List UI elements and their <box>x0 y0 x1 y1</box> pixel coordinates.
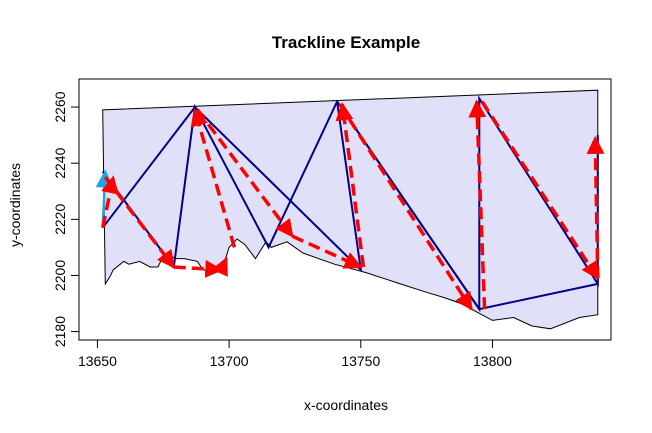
y-tick-label-2260: 2260 <box>52 91 68 122</box>
chart-title: Trackline Example <box>272 33 420 52</box>
x-tick-label-13700: 13700 <box>210 353 249 369</box>
trackline-line <box>101 95 599 313</box>
direction-arrow-9 <box>335 102 366 268</box>
direction-arrow-8 <box>291 234 363 269</box>
x-tick-label-13800: 13800 <box>473 353 512 369</box>
direction-arrow-10 <box>338 103 473 311</box>
axes: 13650 13700 13750 13800 2180 2200 2220 2240 2260 <box>52 78 612 369</box>
survey-polygon <box>102 89 599 330</box>
y-tick-label-2220: 2220 <box>52 204 68 235</box>
direction-arrow-5 <box>211 256 229 277</box>
y-tick-label-2240: 2240 <box>52 147 68 178</box>
direction-arrow-3 <box>103 176 176 269</box>
plot-area <box>95 89 605 330</box>
x-tick-label-13650: 13650 <box>78 353 117 369</box>
direction-arrow-7 <box>196 108 294 238</box>
direction-arrow-11 <box>468 99 487 310</box>
y-axis-label: y-coordinates <box>7 163 23 247</box>
x-tick-label-13750: 13750 <box>341 353 380 369</box>
direction-arrow-13 <box>586 135 605 279</box>
x-axis-label: x-coordinates <box>304 397 388 413</box>
direction-arrow-6 <box>190 107 237 248</box>
y-tick-label-2180: 2180 <box>52 316 68 347</box>
y-tick-label-2200: 2200 <box>52 260 68 291</box>
